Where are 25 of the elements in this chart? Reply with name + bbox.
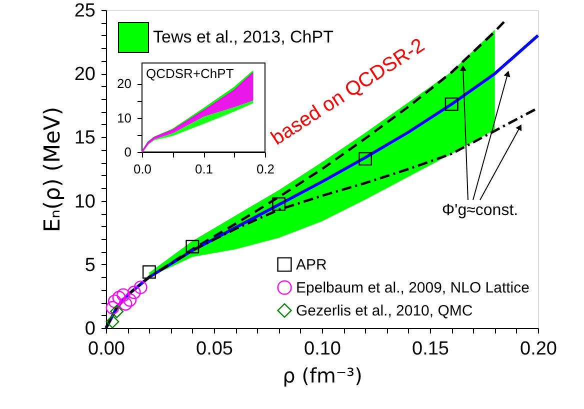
x-tick-label: 0.05 [196, 338, 233, 360]
y-tick-label: 0 [84, 318, 96, 340]
x-tick-label: 0.0 [133, 162, 152, 176]
y-tick-label: 10 [74, 191, 96, 212]
annotation: QCDSR+ChPT [146, 66, 234, 81]
x-tick-label: 0.20 [520, 338, 557, 360]
annotation: Φ'g≈const. [442, 202, 518, 219]
legend-label: Epelbaum et al., 2009, NLO Lattice [296, 280, 530, 296]
x-tick-label: 0.1 [194, 162, 214, 176]
legend-label: APR [296, 256, 328, 274]
y-tick-label: 25 [74, 0, 96, 22]
y-tick-label: 20 [117, 76, 132, 92]
x-tick-label: 0.2 [256, 162, 275, 176]
legend-label: Tews et al., 2013, ChPT [153, 28, 334, 46]
y-tick-label: 15 [74, 128, 96, 149]
x-axis-title: ρ (fm⁻³) [282, 364, 362, 388]
legend-label: Gezerlis et al., 2010, QMC [296, 302, 473, 320]
y-tick-label: 5 [84, 254, 96, 276]
x-tick-label: 0.15 [412, 338, 449, 360]
x-tick-label: 0.10 [304, 338, 341, 360]
y-tick-label: 10 [117, 110, 132, 126]
y-axis-title: Eₙ(ρ) (MeV) [40, 106, 66, 232]
y-tick-label: 20 [74, 64, 96, 86]
x-tick-label: 0.00 [88, 338, 125, 360]
y-tick-label: 0 [124, 144, 132, 160]
